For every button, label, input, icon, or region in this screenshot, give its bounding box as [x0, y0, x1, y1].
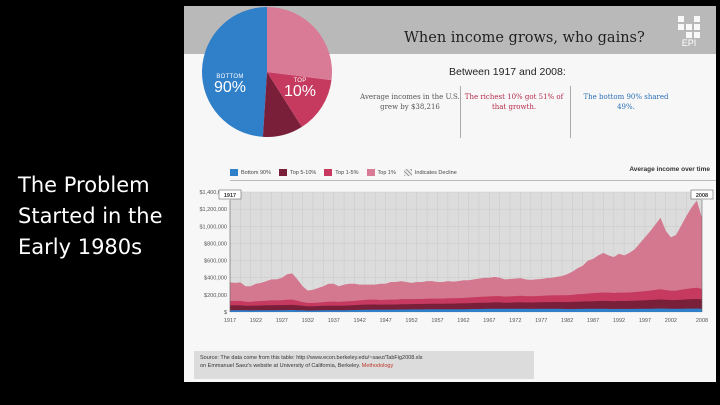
y-tick-label: $800,000 [204, 241, 227, 247]
y-tick-label: $600,000 [204, 259, 227, 265]
start-year-handle[interactable]: 1917 [218, 189, 242, 312]
x-tick-label: 1997 [639, 318, 651, 324]
stat-richest-share: The richest 10% got 51% of that growth. [464, 93, 564, 111]
legend-divider [230, 180, 716, 181]
caption-line-1: The Problem [18, 173, 150, 197]
x-tick-label: 1992 [613, 318, 625, 324]
chart-legend: Bottom 90% Top 5-10% Top 1-5% Top 1% Ind… [230, 166, 457, 178]
legend-swatch [366, 168, 375, 176]
legend-swatch [324, 168, 333, 176]
x-tick-label: 1982 [561, 318, 573, 324]
x-tick-label: 1932 [302, 318, 314, 324]
chart-title: Average income over time [629, 166, 710, 173]
slide-caption: The Problem Started in the Early 1980s [18, 170, 178, 263]
methodology-link[interactable]: Methodology [361, 363, 394, 369]
stat-divider [570, 86, 571, 138]
legend-swatch [230, 168, 238, 176]
legend-item: Top 1% [366, 168, 396, 176]
stat-bottom-share: The bottom 90% shared 49%. [583, 93, 669, 111]
source-line-1: Source: The data come from this table: h… [200, 355, 423, 361]
pie-bottom-label: BOTTOM 90% [214, 74, 247, 96]
pie-slice-bottom-90 [202, 7, 267, 137]
infographic-title: When income grows, who gains? [404, 30, 645, 46]
legend-item: Bottom 90% [230, 168, 271, 176]
x-tick-label: 2008 [696, 318, 708, 324]
x-tick-label: 1942 [354, 318, 366, 324]
x-tick-label: 1937 [328, 318, 340, 324]
x-tick-label: 1952 [405, 318, 417, 324]
x-tick-label: 1967 [483, 318, 495, 324]
y-tick-label: $1,000,000 [199, 224, 227, 230]
y-tick-label: $1,400,000 [199, 190, 227, 196]
legend-item: Top 1-5% [324, 168, 359, 176]
legend-swatch [278, 168, 287, 176]
caption-line-3: Early 1980s [18, 235, 143, 259]
stat-divider [460, 86, 461, 138]
y-tick-label: $200,000 [204, 293, 227, 299]
source-note: Source: The data come from this table: h… [194, 351, 534, 379]
y-tick-label: $400,000 [204, 276, 227, 282]
income-area-chart: $1,400,000 $1,200,000 $1,000,000 $800,000 $6… [199, 189, 714, 324]
decline-swatch-icon [403, 168, 412, 176]
marker-label: 1917 [224, 193, 236, 199]
marker-label: 2008 [696, 193, 708, 199]
income-share-pie [202, 7, 332, 137]
caption-line-2: Started in the [18, 204, 163, 228]
pie-slice-top-1 [267, 7, 332, 81]
source-line-2: on Emmanuel Saez's website at University… [200, 363, 394, 369]
x-tick-label: 1972 [509, 318, 521, 324]
pie-top-label: TOP 10% [284, 78, 317, 100]
stat-average-growth: Average incomes in the U.S. grew by $38,… [360, 93, 460, 111]
logo-mark-icon [674, 16, 704, 38]
legend-item: Indicates Decline [403, 168, 457, 176]
period-heading: Between 1917 and 2008: [449, 66, 566, 78]
pie-slice-top-5-10 [262, 72, 302, 137]
series-area-bottom-90- [230, 308, 702, 312]
logo-text: EPI [681, 38, 697, 48]
x-tick-label: 1962 [457, 318, 469, 324]
pie-slice-top-1-5 [267, 72, 332, 127]
end-year-handle[interactable]: 2008 [690, 189, 714, 312]
x-tick-label: 2002 [665, 318, 677, 324]
x-tick-label: 1917 [224, 318, 236, 324]
x-tick-label: 1947 [379, 318, 391, 324]
series-area-top-1- [230, 200, 702, 312]
y-tick-label: $ [224, 310, 227, 316]
x-tick-label: 1927 [276, 318, 288, 324]
x-tick-label: 1977 [535, 318, 547, 324]
y-tick-label: $1,200,000 [199, 207, 227, 213]
x-tick-label: 1957 [431, 318, 443, 324]
legend-item: Top 5-10% [278, 168, 316, 176]
epi-logo: EPI [674, 16, 704, 48]
series-area-top-5-10- [230, 299, 702, 312]
x-tick-label: 1987 [587, 318, 599, 324]
x-tick-label: 1922 [250, 318, 262, 324]
income-infographic: When income grows, who gains? EPI BOTTOM… [184, 6, 716, 382]
